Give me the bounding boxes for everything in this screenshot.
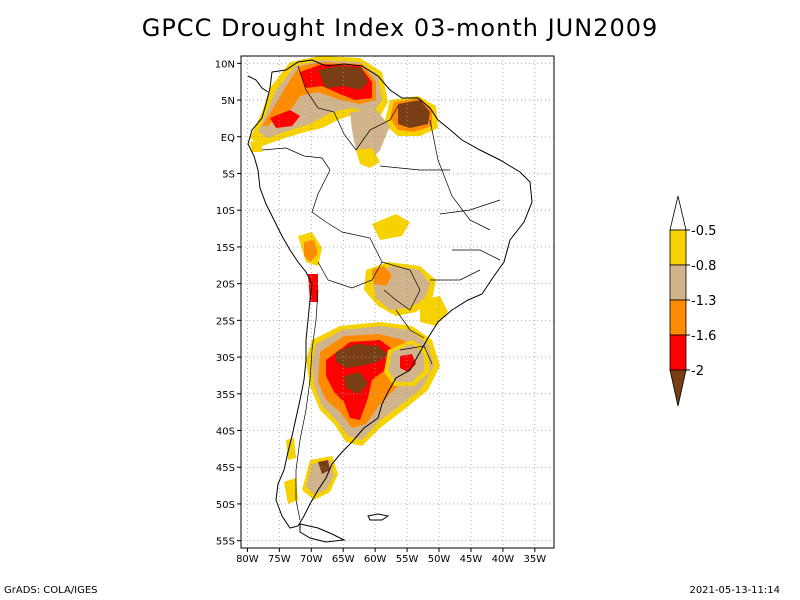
latitude-tick-labels: 10N 5N EQ 5S 10S 15S 20S 25S 30S 35S 40S 45S 50S 55S [215, 59, 241, 547]
lat-tick-label: 10S [216, 206, 235, 217]
lat-tick-label: 55S [216, 537, 235, 548]
lat-tick-label: 45S [216, 463, 235, 474]
colorbar-label: -1.3 [691, 294, 716, 309]
central-america [248, 76, 268, 92]
lat-tick-label: 25S [216, 316, 235, 327]
colorbar-segment [670, 265, 686, 300]
border-colombia-peru [262, 148, 330, 170]
colorbar-segment [670, 300, 686, 335]
border-bolivia [318, 232, 382, 288]
lat-tick-label: 5S [222, 169, 235, 180]
colorbar-label: -0.5 [691, 224, 716, 239]
lat-tick-label: 40S [216, 427, 235, 438]
colorbar-label: -1.6 [691, 329, 716, 344]
border-brazil-states [380, 120, 500, 280]
footer-timestamp: 2021-05-13-11:14 [689, 585, 780, 596]
colorbar-label: -0.8 [691, 259, 716, 274]
lon-tick-label: 60W [364, 554, 387, 565]
lon-tick-label: 80W [236, 554, 259, 565]
lon-tick-label: 65W [332, 554, 355, 565]
tierra-del-fuego [300, 524, 344, 542]
falklands [368, 514, 388, 520]
colorbar: -0.5 -0.8 -1.3 -1.6 -2 [670, 196, 716, 406]
patch-ecuador-yellow [250, 140, 262, 152]
patch-sbrazil-yellow [420, 296, 448, 326]
lat-tick-label: 15S [216, 243, 235, 254]
colorbar-segment [670, 335, 686, 370]
lat-tick-label: 50S [216, 500, 235, 511]
lon-tick-label: 50W [428, 554, 451, 565]
colorbar-label: -2 [691, 364, 704, 379]
lat-tick-label: 30S [216, 353, 235, 364]
lat-tick-label: 10N [215, 59, 235, 70]
lon-tick-label: 45W [460, 554, 483, 565]
border-peru-brazil [312, 170, 342, 232]
longitude-tick-labels: 80W 75W 70W 65W 60W 55W 50W 45W 40W 35W [236, 548, 546, 565]
lat-tick-label: 35S [216, 390, 235, 401]
lat-tick-label: 20S [216, 280, 235, 291]
lon-tick-label: 35W [524, 554, 547, 565]
lon-tick-label: 55W [396, 554, 419, 565]
lon-tick-label: 70W [300, 554, 323, 565]
patch-brazil-yellow [372, 214, 410, 240]
lat-tick-label: EQ [221, 133, 235, 144]
lon-tick-label: 75W [268, 554, 291, 565]
colorbar-segment [670, 230, 686, 265]
colorbar-top-arrow [670, 196, 686, 230]
drought-map: 10N5NEQ5S10S15S20S25S30S35S40S45S50S55S … [0, 0, 800, 600]
colorbar-bottom-arrow [670, 370, 686, 406]
footer-credit: GrADS: COLA/IGES [4, 585, 98, 596]
lat-tick-label: 5N [221, 96, 235, 107]
lon-tick-label: 40W [492, 554, 515, 565]
